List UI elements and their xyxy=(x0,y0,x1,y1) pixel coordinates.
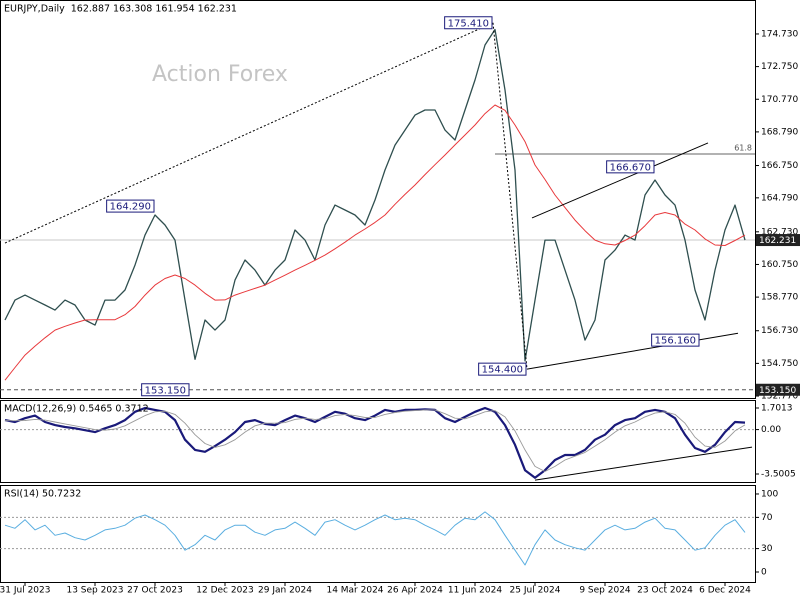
y-tick-label: 164.790 xyxy=(761,193,798,203)
x-tick-label: 27 Oct 2023 xyxy=(127,586,183,596)
x-tick-label: 9 Sep 2024 xyxy=(579,586,631,596)
y-tick-label: 0 xyxy=(761,568,767,578)
price-annotation-box xyxy=(444,16,493,30)
price-annotation-box xyxy=(606,160,655,174)
panel-title: EURJPY,Daily xyxy=(4,4,65,15)
series-line xyxy=(4,511,746,566)
x-tick-label: 14 Mar 2024 xyxy=(326,586,383,596)
x-tick-label: 25 Jul 2024 xyxy=(510,586,561,596)
panel-frame xyxy=(0,0,756,399)
y-tick-label: 30 xyxy=(761,544,773,554)
x-tick-label: 31 Jul 2023 xyxy=(0,586,50,596)
y-tick-label: 1.7013 xyxy=(761,404,793,414)
price-badge xyxy=(756,234,800,247)
x-tick-label: 6 Dec 2024 xyxy=(699,586,751,596)
price-annotation: 164.290 xyxy=(110,202,151,213)
fib-label: 61.8 xyxy=(734,143,752,152)
price-annotation: 154.400 xyxy=(482,365,523,376)
price-annotation: 156.160 xyxy=(655,336,696,347)
price-annotation-box xyxy=(478,362,527,376)
y-tick-label: 154.750 xyxy=(761,359,798,369)
price-annotation-box xyxy=(141,383,190,397)
panel-frame xyxy=(0,485,756,583)
y-tick-label: 160.750 xyxy=(761,260,798,270)
series-line xyxy=(5,409,746,472)
series-line xyxy=(4,28,746,362)
x-tick-label: 29 Jan 2024 xyxy=(258,586,312,596)
trend-line xyxy=(531,142,709,219)
x-tick-label: 23 Oct 2024 xyxy=(637,586,693,596)
price-annotation-box xyxy=(651,333,700,347)
y-tick-label: -3.5005 xyxy=(761,470,796,480)
y-tick-label: 172.750 xyxy=(761,62,798,72)
price-annotation: 175.410 xyxy=(448,18,489,29)
x-tick-label: 13 Sep 2023 xyxy=(66,586,123,596)
trend-line xyxy=(534,446,753,481)
y-tick-label: 156.730 xyxy=(761,326,798,336)
panel-title: MACD(12,26,9) 0.5465 0.3712 xyxy=(4,404,149,415)
price-annotation: 153.150 xyxy=(145,385,186,396)
price-badge xyxy=(756,383,800,396)
trend-line xyxy=(526,332,739,370)
trend-line xyxy=(4,22,494,244)
price-annotation-box xyxy=(106,199,155,213)
series-line xyxy=(4,104,746,381)
y-tick-label: 152.770 xyxy=(761,392,798,402)
y-tick-label: 168.790 xyxy=(761,127,798,137)
y-tick-label: 0.00 xyxy=(761,425,781,435)
y-tick-label: 162.730 xyxy=(761,227,798,237)
y-tick-label: 158.770 xyxy=(761,293,798,303)
x-tick-label: 26 Apr 2024 xyxy=(387,586,443,596)
x-tick-label: 12 Dec 2023 xyxy=(196,586,254,596)
x-tick-label: 11 Jun 2024 xyxy=(448,586,502,596)
panel-title: RSI(14) 50.7232 xyxy=(4,489,81,500)
y-tick-label: 170.770 xyxy=(761,95,798,105)
y-tick-label: 166.750 xyxy=(761,161,798,171)
price-annotation: 166.670 xyxy=(610,162,651,173)
panel-frame xyxy=(0,400,756,483)
series-line xyxy=(4,406,746,479)
price-badge-label: 162.231 xyxy=(759,236,796,246)
panel-subtitle: 162.887 163.308 161.954 162.231 xyxy=(71,4,237,15)
watermark: Action Forex xyxy=(152,62,288,87)
y-tick-label: 70 xyxy=(761,513,773,523)
y-tick-label: 100 xyxy=(761,489,778,499)
y-tick-label: 174.730 xyxy=(761,29,798,39)
price-badge-label: 153.150 xyxy=(759,386,796,396)
